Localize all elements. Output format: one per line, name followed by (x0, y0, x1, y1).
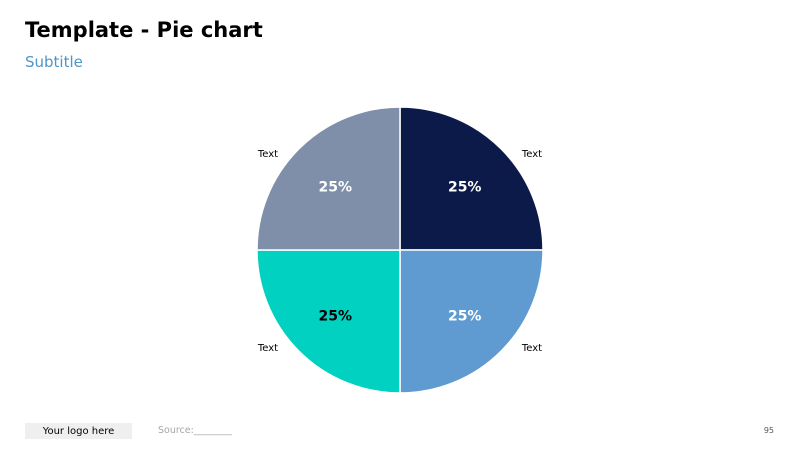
slice-category-label: Text (521, 343, 542, 354)
pie-slice (399, 249, 544, 394)
source-note: Source:________ (158, 425, 232, 436)
slice-percent-label: 25% (319, 179, 353, 195)
pie-slice (399, 106, 544, 251)
logo-placeholder: Your logo here (25, 423, 132, 439)
slice-category-label: Text (521, 149, 542, 160)
slice-category-label: Text (257, 343, 278, 354)
pie-slice (256, 106, 401, 251)
slice-percent-label: 25% (448, 309, 482, 325)
slice-category-label: Text (257, 149, 278, 160)
slide-subtitle: Subtitle (25, 53, 83, 71)
slide-title: Template - Pie chart (25, 18, 263, 42)
slice-percent-label: 25% (319, 309, 353, 325)
slice-percent-label: 25% (448, 179, 482, 195)
pie-slice (256, 249, 401, 394)
page-number: 95 (763, 426, 774, 435)
